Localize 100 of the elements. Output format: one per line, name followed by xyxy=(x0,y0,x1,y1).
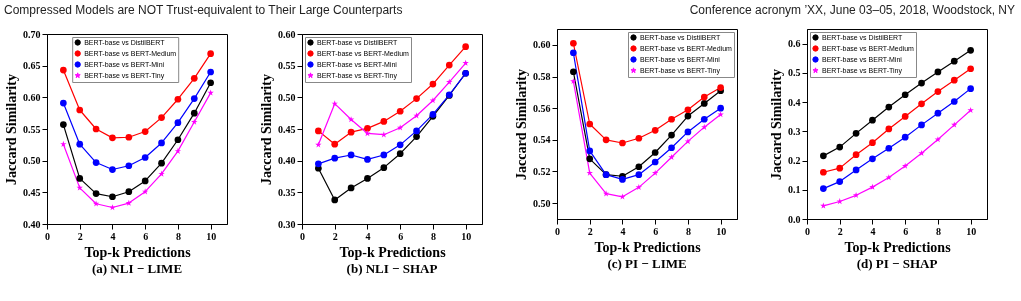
point xyxy=(347,116,355,123)
x-tick-label: 0 xyxy=(300,230,305,242)
point xyxy=(918,121,925,129)
point xyxy=(446,78,453,85)
point xyxy=(950,57,958,65)
x-tick-label: 0 xyxy=(45,230,50,242)
point xyxy=(207,89,214,96)
y-tick-label: 0.65 xyxy=(23,60,41,72)
x-axis-title: Top-k Predictions xyxy=(84,244,192,260)
point xyxy=(668,131,675,139)
text: Compressed Models are NOT Trust-equivalent to Their Large Counterparts xyxy=(4,3,403,19)
point xyxy=(901,91,909,99)
point xyxy=(207,68,214,76)
point xyxy=(684,106,692,114)
point xyxy=(668,153,675,160)
point xyxy=(869,139,876,147)
x-tick-label: 2 xyxy=(587,225,593,237)
x-tick-label: 8 xyxy=(175,230,181,242)
point xyxy=(885,125,893,133)
point xyxy=(109,134,116,142)
point xyxy=(635,183,643,191)
point xyxy=(125,188,133,196)
y-tick-label: 0.50 xyxy=(278,91,296,103)
y-axis-title: Jaccard Similarity xyxy=(259,74,274,185)
point xyxy=(364,130,371,137)
point xyxy=(76,184,83,191)
point xyxy=(413,133,420,140)
point xyxy=(570,68,577,76)
y-tick-label: 0.70 xyxy=(23,28,41,40)
x-axis-title: Top-k Predictions xyxy=(339,244,447,260)
point xyxy=(158,114,165,121)
point xyxy=(413,95,420,102)
point xyxy=(331,196,339,204)
point xyxy=(717,84,724,91)
y-tick-label: 0.55 xyxy=(23,123,41,135)
point xyxy=(141,177,149,185)
point xyxy=(700,100,708,107)
point xyxy=(190,109,198,117)
point xyxy=(934,88,942,95)
text: Conference acronym ’XX, June 03–05, 2018, Woodstock, NY xyxy=(689,3,1015,19)
text: (a) NLI − LIME xyxy=(91,261,183,276)
y-tick-label: 0.35 xyxy=(278,186,296,198)
y-tick-label: 0.54 xyxy=(533,134,551,146)
point xyxy=(934,109,942,117)
point xyxy=(934,68,942,76)
y-tick-label: 0.50 xyxy=(23,155,41,167)
point xyxy=(885,103,893,111)
point xyxy=(602,136,610,144)
point xyxy=(950,76,958,84)
y-tick-label: 0.40 xyxy=(23,218,41,230)
y-tick-label: 0.6 xyxy=(788,38,801,50)
point xyxy=(347,151,355,159)
point xyxy=(364,125,371,132)
point xyxy=(174,136,182,144)
point xyxy=(190,74,198,82)
point xyxy=(717,111,724,118)
point xyxy=(651,169,659,176)
y-tick-label: 0.3 xyxy=(788,125,801,137)
x-tick-label: 6 xyxy=(903,225,909,237)
point xyxy=(852,130,860,137)
point xyxy=(174,147,182,154)
point xyxy=(836,164,844,172)
x-tick-label: 2 xyxy=(837,225,843,237)
point xyxy=(901,162,909,169)
point xyxy=(635,134,643,142)
x-tick-label: 6 xyxy=(398,230,404,242)
point xyxy=(901,133,909,141)
point xyxy=(76,106,84,114)
x-axis-title: Top-k Predictions xyxy=(594,239,702,255)
point xyxy=(586,155,594,163)
point xyxy=(315,160,322,168)
x-tick-label: 10 xyxy=(966,225,977,237)
point xyxy=(668,115,675,123)
y-axis-title: Jaccard Similarity xyxy=(514,69,529,180)
point xyxy=(76,140,84,148)
point xyxy=(141,188,149,195)
point xyxy=(836,198,843,205)
point xyxy=(191,118,198,125)
point xyxy=(967,46,974,54)
point xyxy=(125,133,133,141)
x-tick-label: 10 xyxy=(206,230,217,242)
point xyxy=(668,144,675,152)
text: (b) NLI − SHAP xyxy=(346,261,438,276)
x-tick-label: 10 xyxy=(716,225,727,237)
point xyxy=(619,193,626,200)
point xyxy=(836,178,844,185)
point xyxy=(701,123,708,130)
y-tick-label: 0.55 xyxy=(278,60,296,72)
y-tick-label: 0.0 xyxy=(788,213,801,225)
point xyxy=(347,184,355,192)
x-tick-label: 2 xyxy=(77,230,83,242)
point xyxy=(396,141,404,149)
point xyxy=(717,104,724,112)
point xyxy=(429,97,437,104)
point xyxy=(347,128,355,136)
x-tick-label: 6 xyxy=(653,225,659,237)
x-tick-label: 2 xyxy=(332,230,338,242)
x-tick-label: 10 xyxy=(461,230,472,242)
x-tick-label: 8 xyxy=(685,225,691,237)
x-axis-title: Top-k Predictions xyxy=(844,239,952,255)
